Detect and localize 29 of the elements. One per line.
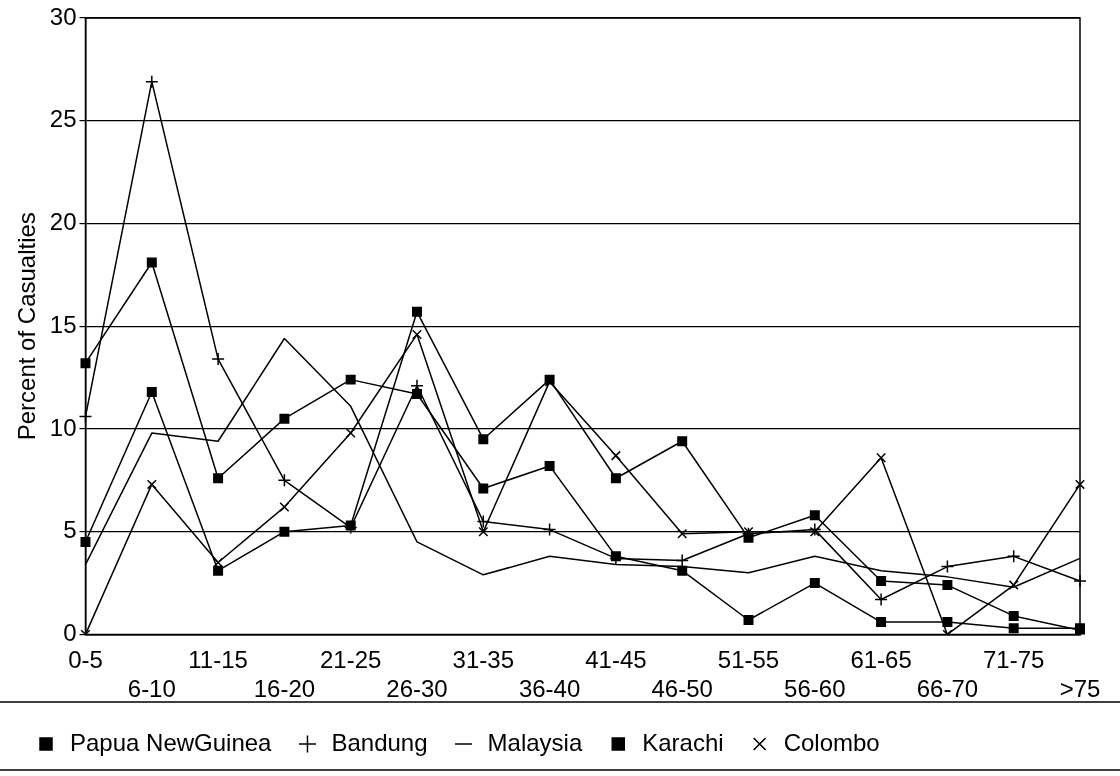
- x-tick-label: 0-5: [68, 646, 103, 674]
- x-tick-label: 36-40: [518, 675, 581, 703]
- x-tick-label: 46-50: [651, 675, 713, 703]
- y-tick-label: 0: [63, 619, 77, 647]
- y-tick-label: 15: [49, 310, 77, 338]
- x-tick-label: 71-75: [983, 646, 1045, 674]
- legend-label: Bandung: [331, 728, 428, 756]
- legend-label: Malaysia: [487, 728, 583, 756]
- legend-label: Karachi: [642, 728, 724, 756]
- x-tick-label: 61-65: [850, 646, 912, 674]
- x-tick-label: 51-55: [717, 646, 780, 674]
- y-tick-label: 30: [49, 2, 77, 30]
- x-tick-label: 21-25: [320, 646, 382, 674]
- y-axis-title: Percent of Casualties: [13, 212, 41, 441]
- x-tick-label: 26-30: [386, 675, 448, 703]
- x-tick-label: 66-70: [916, 675, 979, 703]
- y-tick-label: 20: [49, 208, 77, 236]
- legend-label: Papua NewGuinea: [70, 728, 273, 756]
- x-tick-label: 16-20: [253, 675, 316, 703]
- x-tick-label: 56-60: [784, 675, 846, 703]
- legend-label: Colombo: [783, 728, 880, 756]
- y-tick-label: 5: [63, 516, 77, 544]
- x-tick-label: 6-10: [127, 675, 176, 703]
- y-tick-label: 25: [49, 105, 77, 133]
- x-tick-label: 31-35: [452, 646, 514, 674]
- y-tick-label: 10: [49, 413, 77, 441]
- x-tick-label: 11-15: [188, 646, 248, 674]
- x-tick-label: >75: [1059, 675, 1101, 703]
- x-tick-label: 41-45: [585, 646, 647, 674]
